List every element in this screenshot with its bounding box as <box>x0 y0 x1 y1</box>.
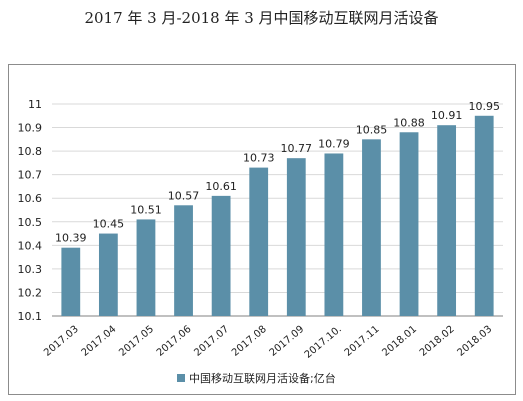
data-label: 10.85 <box>356 123 388 136</box>
data-label: 10.73 <box>243 152 275 165</box>
x-tick-label: 2017.05 <box>117 324 156 359</box>
data-label: 10.39 <box>55 232 87 245</box>
bar <box>174 205 193 316</box>
chart-frame <box>8 64 516 395</box>
x-tick-label: 2017.04 <box>80 324 119 359</box>
y-tick-label: 10.5 <box>18 216 43 229</box>
x-tick-label: 2018.02 <box>418 324 457 359</box>
x-tick-label: 2017.09 <box>268 324 307 359</box>
data-label: 10.61 <box>205 180 237 193</box>
data-label: 10.51 <box>130 203 162 216</box>
x-tick-label: 2017.08 <box>230 324 269 359</box>
x-tick-label: 2017.10. <box>303 324 344 361</box>
legend-swatch <box>177 374 185 382</box>
legend-label: 中国移动互联网月活设备;亿台 <box>189 371 336 385</box>
bar <box>324 153 344 316</box>
y-tick-label: 10.8 <box>18 145 43 158</box>
bar <box>249 167 269 316</box>
data-label: 10.77 <box>281 142 313 155</box>
data-label: 10.95 <box>468 100 500 113</box>
data-label: 10.57 <box>168 189 200 202</box>
data-label: 10.91 <box>431 109 463 122</box>
y-tick-label: 10.9 <box>18 122 43 135</box>
bar <box>98 233 118 316</box>
bar <box>399 132 419 316</box>
y-tick-label: 10.1 <box>18 310 43 323</box>
y-tick-label: 10.4 <box>18 239 43 252</box>
bar <box>286 158 306 316</box>
data-label: 10.88 <box>393 116 425 129</box>
x-tick-label: 2017.07 <box>192 324 231 359</box>
y-tick-label: 11 <box>28 98 42 111</box>
x-tick-label: 2017.11 <box>343 324 382 359</box>
bar <box>61 247 81 316</box>
bar <box>437 125 457 316</box>
bar <box>136 219 156 316</box>
chart-title: 2017 年 3 月-2018 年 3 月中国移动互联网月活设备 <box>84 9 439 27</box>
y-tick-label: 10.3 <box>18 263 43 276</box>
data-label: 10.79 <box>318 137 350 150</box>
data-label: 10.45 <box>93 218 125 231</box>
x-tick-label: 2018.03 <box>456 324 495 359</box>
x-tick-label: 2017.06 <box>155 324 194 359</box>
bar <box>474 115 494 317</box>
y-tick-label: 10.6 <box>18 192 43 205</box>
y-tick-label: 10.7 <box>18 169 43 182</box>
x-tick-label: 2018.01 <box>380 324 419 359</box>
bar <box>362 139 381 316</box>
y-tick-label: 10.2 <box>18 286 43 299</box>
x-tick-label: 2017.03 <box>42 324 81 359</box>
bar <box>211 195 231 316</box>
